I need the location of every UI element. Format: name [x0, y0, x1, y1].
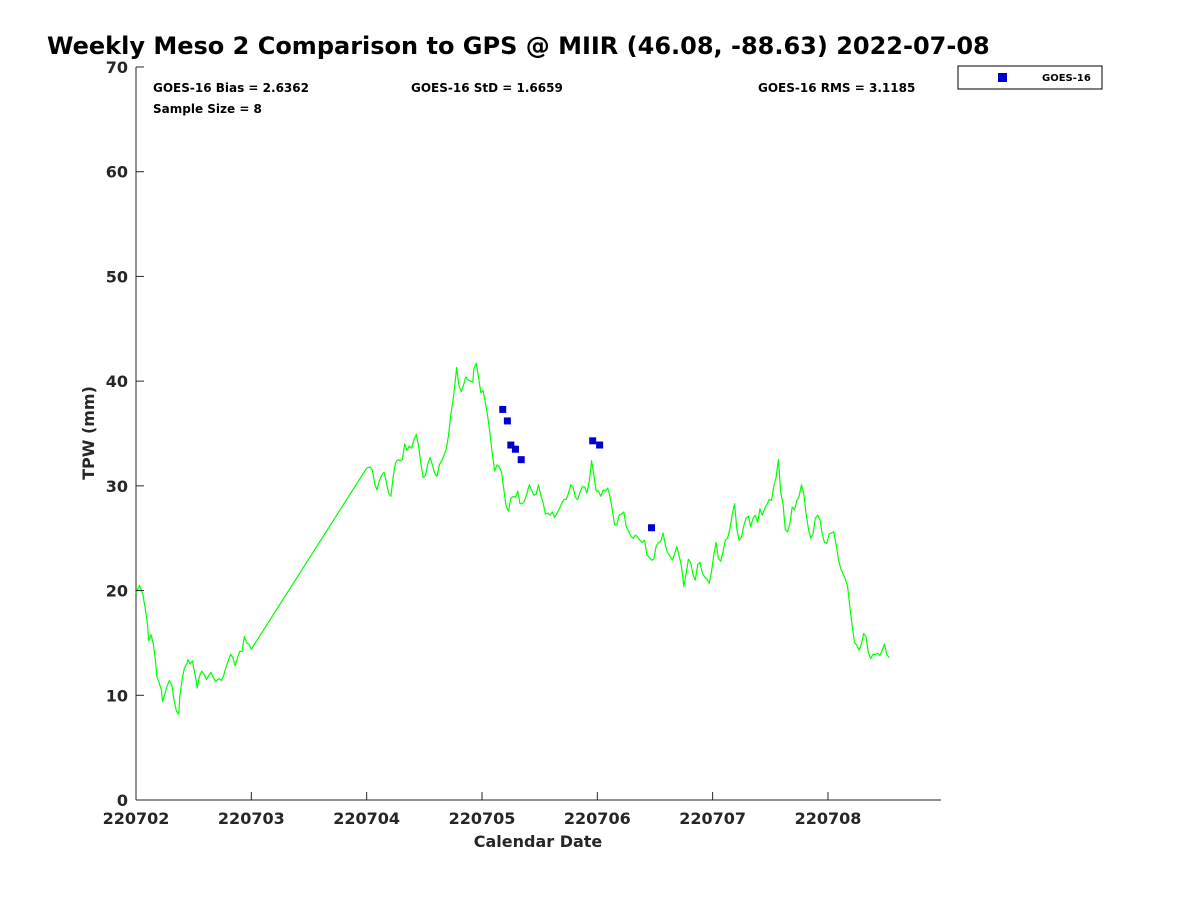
series-line-gps [135, 362, 890, 715]
goes-16-point [589, 437, 597, 445]
x-axis-label: Calendar Date [474, 832, 603, 851]
x-tick-label: 220706 [564, 809, 631, 828]
legend-marker-goes-16 [998, 73, 1007, 82]
goes-16-point [648, 524, 656, 532]
x-axis-ticks: 220702 220703 220704 220705 220706 220707 2207… [103, 792, 862, 828]
x-tick-label: 220704 [333, 809, 400, 828]
x-tick-label: 220705 [449, 809, 516, 828]
legend: GOES-16 [957, 65, 1103, 90]
y-tick-label: 60 [106, 163, 128, 182]
y-axis-label: TPW (mm) [79, 386, 98, 480]
goes-16-point [499, 405, 507, 413]
x-tick-label: 220708 [795, 809, 862, 828]
goes-16-point [596, 441, 604, 449]
x-tick-label: 220702 [103, 809, 170, 828]
y-tick-label: 10 [106, 686, 128, 705]
y-tick-label: 20 [106, 582, 128, 601]
y-tick-label: 50 [106, 267, 128, 286]
y-tick-label: 40 [106, 372, 128, 391]
legend-box [957, 65, 1103, 90]
goes-16-point [517, 456, 525, 464]
x-tick-label: 220707 [679, 809, 746, 828]
y-tick-label: 0 [117, 791, 128, 810]
rms-stat: GOES-16 RMS = 3.1185 [758, 81, 915, 95]
y-tick-label: 30 [106, 477, 128, 496]
y-axis-ticks: 0 10 20 30 40 50 60 70 [106, 58, 144, 810]
std-stat: GOES-16 StD = 1.6659 [411, 81, 563, 95]
bias-stat: GOES-16 Bias = 2.6362 [153, 81, 309, 95]
x-tick-label: 220703 [218, 809, 285, 828]
sample-size-stat: Sample Size = 8 [153, 102, 262, 116]
goes-16-point [503, 417, 511, 425]
plot-area [135, 67, 941, 801]
legend-label-goes-16: GOES-16 [1042, 73, 1091, 84]
y-tick-label: 70 [106, 58, 128, 77]
chart-title: Weekly Meso 2 Comparison to GPS @ MIIR (… [47, 32, 990, 60]
goes-16-point [511, 445, 519, 453]
goes-16-point [507, 441, 515, 449]
